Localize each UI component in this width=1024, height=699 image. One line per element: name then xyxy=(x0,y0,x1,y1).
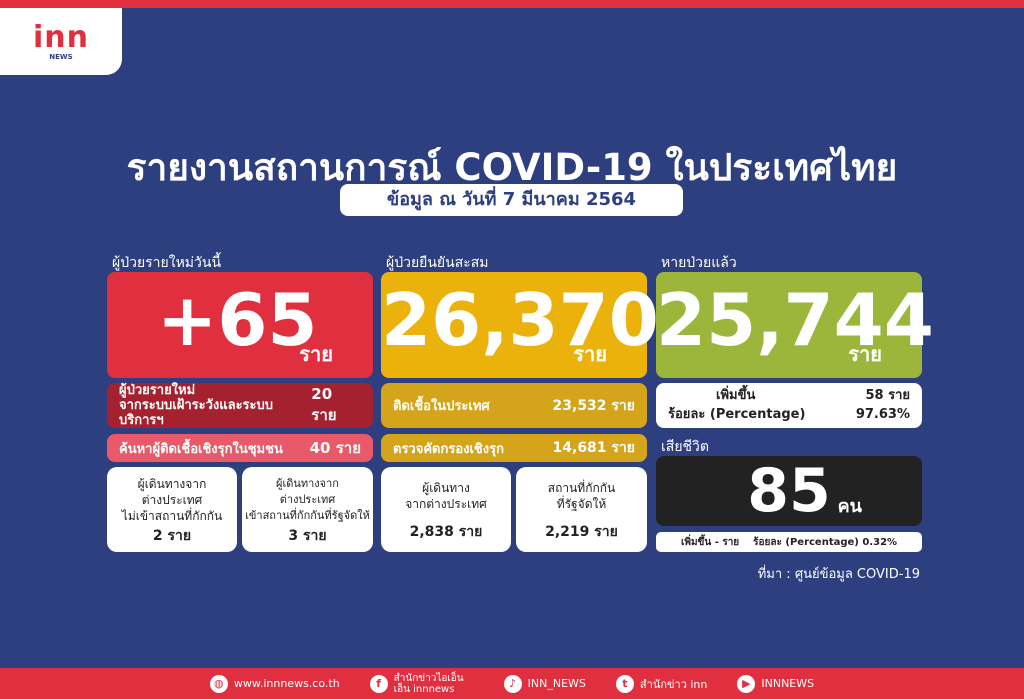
label: ร้อยละ (Percentage) xyxy=(668,407,806,422)
value: 97.63% xyxy=(855,407,910,422)
label: ที่รัฐจัดให้ xyxy=(556,496,607,511)
date-subtitle: ข้อมูล ณ วันที่ 7 มีนาคม 2564 xyxy=(340,184,683,216)
quarantine-box: สถานที่กักกัน ที่รัฐจัดให้ 2,219 ราย xyxy=(516,467,647,552)
value: 14,681 ราย xyxy=(552,440,635,456)
cumulative-value: 26,370 xyxy=(381,278,659,362)
value: 2,219 ราย xyxy=(545,523,618,540)
label: ตรวจคัดกรองเชิงรุก xyxy=(393,441,504,457)
value: 20 ราย xyxy=(311,384,337,424)
page-title: รายงานสถานการณ์ COVID-19 ในประเทศไทย xyxy=(126,146,898,189)
inn-logo: inn NEWS xyxy=(0,8,122,75)
unit: ราย xyxy=(573,342,607,366)
deaths-header: เสียชีวิต xyxy=(661,439,709,455)
recovered-value: 25,744 xyxy=(656,278,934,362)
active-screening-row: ตรวจคัดกรองเชิงรุก 14,681 ราย xyxy=(381,434,647,462)
deaths-box: 85 คน xyxy=(656,456,922,526)
source-text: ที่มา : ศูนย์ข้อมูล COVID-19 xyxy=(757,567,920,582)
label: ไม่เข้าสถานที่กักกัน xyxy=(121,508,223,523)
label: ติดเชื้อในประเทศ xyxy=(393,399,490,414)
label: www.innnews.co.th xyxy=(233,677,340,690)
value: 23,532 ราย xyxy=(552,397,635,414)
value: 58 ราย xyxy=(865,388,910,403)
recovered-detail: เพิ่มขึ้น 58 ราย ร้อยละ (Percentage) 97.63… xyxy=(656,383,922,428)
label: ผู้เดินทาง xyxy=(422,480,470,495)
cumulative-box: 26,370 ราย xyxy=(381,272,659,378)
unit: ราย xyxy=(299,342,333,366)
label: เพิ่มขึ้น - ราย xyxy=(680,536,740,548)
label: ผู้ป่วยรายใหม่ xyxy=(119,383,196,398)
label: INNNEWS xyxy=(761,677,815,690)
community-row: ค้นหาผู้ติดเชื้อเชิงรุกในชุมชน 40 ราย xyxy=(107,434,373,462)
label: สำนักข่าว inn xyxy=(639,677,708,691)
value: 3 ราย xyxy=(288,527,327,544)
value: 40 ราย xyxy=(309,439,361,457)
label: สถานที่กักกัน xyxy=(547,480,616,495)
travelers-box: ผู้เดินทาง จากต่างประเทศ 2,838 ราย xyxy=(381,467,511,552)
footer-facebook[interactable]: f สำนักข่าวไอเอ็นเอ็น innnews xyxy=(369,672,474,695)
travel-no-quarantine-box: ผู้เดินทางจาก ต่างประเทศ ไม่เข้าสถานที่กัก… xyxy=(107,467,237,552)
label: ต่างประเทศ xyxy=(279,492,336,506)
new-cases-box: +65 ราย xyxy=(107,272,373,378)
label: ผู้เดินทางจาก xyxy=(137,476,207,491)
tiktok-icon: ♪ xyxy=(503,674,522,693)
label: สำนักข่าวไอเอ็นเอ็น innnews xyxy=(393,672,464,695)
logo-sub: NEWS xyxy=(49,52,73,61)
label: จากระบบเฝ้าระวังและระบบบริการฯ xyxy=(119,398,274,428)
twitter-icon: t xyxy=(615,674,634,693)
recovered-box: 25,744 ราย xyxy=(656,272,934,378)
footer-twitter[interactable]: t สำนักข่าว inn xyxy=(615,674,708,693)
label: ผู้เดินทางจาก xyxy=(276,476,339,490)
footer-tiktok[interactable]: ♪ INN_NEWS xyxy=(503,674,586,693)
unit: ราย xyxy=(848,342,882,366)
recovered-header: หายป่วยแล้ว xyxy=(661,255,737,271)
label: ต่างประเทศ xyxy=(141,492,203,507)
value: 2,838 ราย xyxy=(409,523,483,540)
logo-text: inn xyxy=(33,19,89,55)
deaths-value: 85 xyxy=(747,456,831,526)
label: เข้าสถานที่กักกันที่รัฐจัดให้ xyxy=(245,508,370,522)
label: เพิ่มขึ้น xyxy=(716,388,756,403)
footer-youtube[interactable]: ▶ INNNEWS xyxy=(737,674,815,693)
domestic-row: ติดเชื้อในประเทศ 23,532 ราย xyxy=(381,383,647,428)
cumulative-header: ผู้ป่วยยืนยันสะสม xyxy=(386,255,489,271)
label: ค้นหาผู้ติดเชื้อเชิงรุกในชุมชน xyxy=(119,441,283,457)
footer: ◍ www.innnews.co.th f สำนักข่าวไอเอ็นเอ็น … xyxy=(0,668,1024,699)
unit: คน xyxy=(837,496,862,517)
globe-icon: ◍ xyxy=(209,674,228,693)
surveillance-row: ผู้ป่วยรายใหม่ จากระบบเฝ้าระวังและระบบบริ… xyxy=(107,383,373,428)
facebook-icon: f xyxy=(369,674,388,693)
label: จากต่างประเทศ xyxy=(405,496,487,511)
footer-website[interactable]: ◍ www.innnews.co.th xyxy=(209,674,340,693)
travel-state-quarantine-box: ผู้เดินทางจากต่างประเทศเข้าสถานที่กักกัน… xyxy=(242,467,373,552)
youtube-icon: ▶ xyxy=(737,674,756,693)
new-cases-header: ผู้ป่วยรายใหม่วันนี้ xyxy=(112,255,222,271)
deaths-detail: เพิ่มขึ้น - ราย ร้อยละ (Percentage) 0.32% xyxy=(656,532,922,552)
new-cases-value: +65 xyxy=(157,278,318,362)
label: ร้อยละ (Percentage) 0.32% xyxy=(753,536,898,548)
value: 2 ราย xyxy=(152,527,192,544)
label: INN_NEWS xyxy=(527,677,586,690)
top-bar xyxy=(0,0,1024,8)
